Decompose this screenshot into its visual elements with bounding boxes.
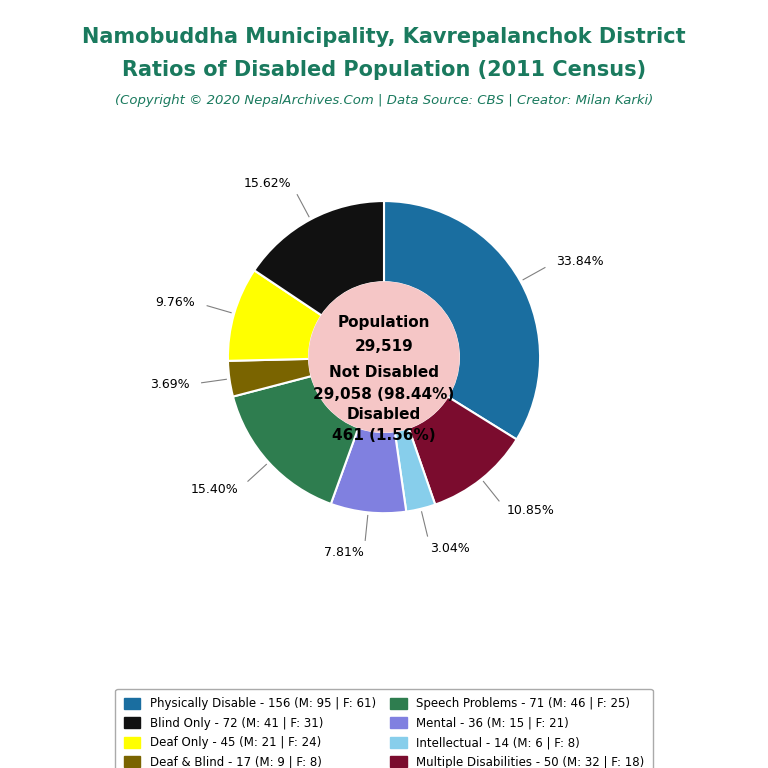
Text: 3.69%: 3.69%	[150, 378, 189, 391]
Text: 10.85%: 10.85%	[507, 505, 554, 517]
Text: 7.81%: 7.81%	[324, 546, 364, 559]
Wedge shape	[228, 270, 322, 361]
Text: (Copyright © 2020 NepalArchives.Com | Data Source: CBS | Creator: Milan Karki): (Copyright © 2020 NepalArchives.Com | Da…	[115, 94, 653, 107]
Text: 9.76%: 9.76%	[155, 296, 195, 309]
Wedge shape	[254, 201, 384, 316]
Text: 29,058 (98.44%): 29,058 (98.44%)	[313, 387, 455, 402]
Text: 15.40%: 15.40%	[191, 483, 239, 496]
Text: Namobuddha Municipality, Kavrepalanchok District: Namobuddha Municipality, Kavrepalanchok …	[82, 27, 686, 47]
Wedge shape	[233, 376, 359, 504]
Text: Not Disabled: Not Disabled	[329, 366, 439, 380]
Wedge shape	[409, 396, 517, 505]
Legend: Physically Disable - 156 (M: 95 | F: 61), Blind Only - 72 (M: 41 | F: 31), Deaf : Physically Disable - 156 (M: 95 | F: 61)…	[115, 689, 653, 768]
Circle shape	[309, 282, 459, 432]
Text: 3.04%: 3.04%	[430, 541, 470, 554]
Wedge shape	[228, 359, 312, 396]
Text: Disabled: Disabled	[347, 407, 421, 422]
Text: 29,519: 29,519	[355, 339, 413, 354]
Text: Ratios of Disabled Population (2011 Census): Ratios of Disabled Population (2011 Cens…	[122, 60, 646, 80]
Text: Population: Population	[338, 316, 430, 330]
Text: 461 (1.56%): 461 (1.56%)	[333, 428, 435, 442]
Text: 33.84%: 33.84%	[556, 255, 604, 268]
Wedge shape	[331, 428, 406, 513]
Text: 15.62%: 15.62%	[243, 177, 291, 190]
Wedge shape	[395, 428, 435, 511]
Wedge shape	[384, 201, 540, 439]
